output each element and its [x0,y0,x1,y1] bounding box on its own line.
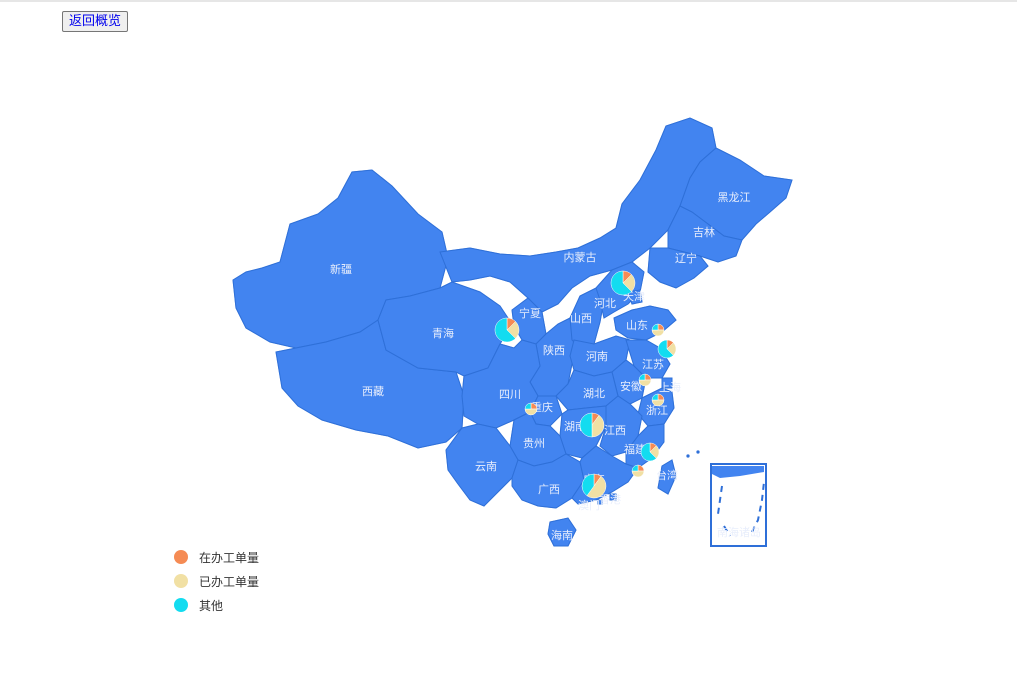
province-香港[interactable] [609,493,617,501]
inset-dashed-line [717,481,765,537]
province-天津[interactable] [627,289,643,305]
province-label: 宁夏 [519,306,541,320]
province-辽宁[interactable] [647,247,709,289]
back-to-overview-button[interactable]: 返回概览 [62,11,129,32]
south-china-sea-inset [710,463,767,547]
province-label: 云南 [475,460,497,473]
province-label: 新疆 [330,262,352,276]
province-label: 广西 [538,483,560,496]
pie-江苏[interactable] [657,339,677,359]
pie-slice[interactable] [638,379,652,387]
province-上海[interactable] [661,377,673,389]
province-四川[interactable] [461,339,541,429]
province-label: 山西 [570,312,592,325]
pie-slice[interactable] [631,464,639,472]
legend-swatch [174,550,188,564]
province-label: 安徽 [620,379,642,393]
province-label: 辽宁 [675,251,697,265]
legend-swatch [174,574,188,588]
pie-湖南[interactable] [579,412,605,438]
province-label: 南海诸岛 [717,525,761,539]
legend-item-done[interactable]: 已办工单量 [174,569,259,593]
province-海南[interactable] [547,517,577,547]
province-label: 吉林 [693,225,715,239]
legend-item-in-progress[interactable]: 在办工单量 [174,545,259,569]
province-label: 河南 [586,350,608,363]
province-label: 山东 [626,319,648,332]
pie-slice[interactable] [651,399,665,407]
province-澳门[interactable] [597,499,603,505]
province-label: 青海 [432,326,454,340]
pie-slice[interactable] [524,408,538,416]
inset-coast [712,466,764,478]
province-label: 台湾 [656,468,678,482]
pie-河北[interactable] [610,270,636,296]
pie-slice[interactable] [586,475,607,499]
pie-宁夏[interactable] [494,317,520,343]
pie-slice[interactable] [631,470,645,478]
pie-slice[interactable] [591,414,605,438]
island-dot [686,454,690,458]
province-label: 黑龙江 [718,191,751,204]
pie-重庆[interactable] [524,402,538,416]
province-label: 四川 [499,388,521,401]
legend: 在办工单量 已办工单量 其他 [174,545,259,617]
pie-上海[interactable] [651,393,665,407]
pie-slice[interactable] [657,339,674,359]
province-label: 上海 [659,380,681,394]
province-label: 浙江 [646,404,668,417]
province-云南[interactable] [445,423,519,507]
pie-slice[interactable] [651,323,659,331]
province-label: 福建 [624,442,646,456]
island-dot [696,450,700,454]
pie-slice[interactable] [637,464,645,472]
province-label: 湖北 [583,387,605,400]
province-label: 江西 [604,424,626,437]
pie-slice[interactable] [494,317,516,343]
province-label: 贵州 [523,437,545,450]
pie-slice[interactable] [579,412,593,438]
legend-label: 其他 [199,598,224,613]
pie-山东[interactable] [651,323,665,337]
pie-slice[interactable] [640,442,657,462]
province-label: 海南 [551,528,573,542]
pie-slice[interactable] [610,270,632,296]
legend-label: 在办工单量 [199,550,260,565]
province-label: 澳门 [578,498,600,512]
pie-slice[interactable] [524,402,532,410]
pie-slice[interactable] [581,473,595,497]
legend-label: 已办工单量 [199,574,260,589]
pie-slice[interactable] [651,329,665,337]
top-divider [0,0,1017,2]
pie-slice[interactable] [651,393,659,401]
province-label: 江苏 [642,358,664,371]
province-label: 香港 [599,493,621,506]
pie-slice[interactable] [638,373,646,381]
pie-福建[interactable] [640,442,660,462]
pie-广东东部[interactable] [631,464,645,478]
province-label: 西藏 [362,385,384,398]
province-label: 陕西 [543,343,565,357]
province-label: 河北 [594,297,616,310]
pie-安徽[interactable] [638,373,652,387]
province-label: 内蒙古 [564,250,597,264]
province-台湾[interactable] [657,459,677,495]
province-西藏[interactable] [275,319,465,449]
legend-item-other[interactable]: 其他 [174,593,259,617]
legend-swatch [174,598,188,612]
pie-广东[interactable] [581,473,607,499]
province-新疆[interactable] [232,169,449,349]
